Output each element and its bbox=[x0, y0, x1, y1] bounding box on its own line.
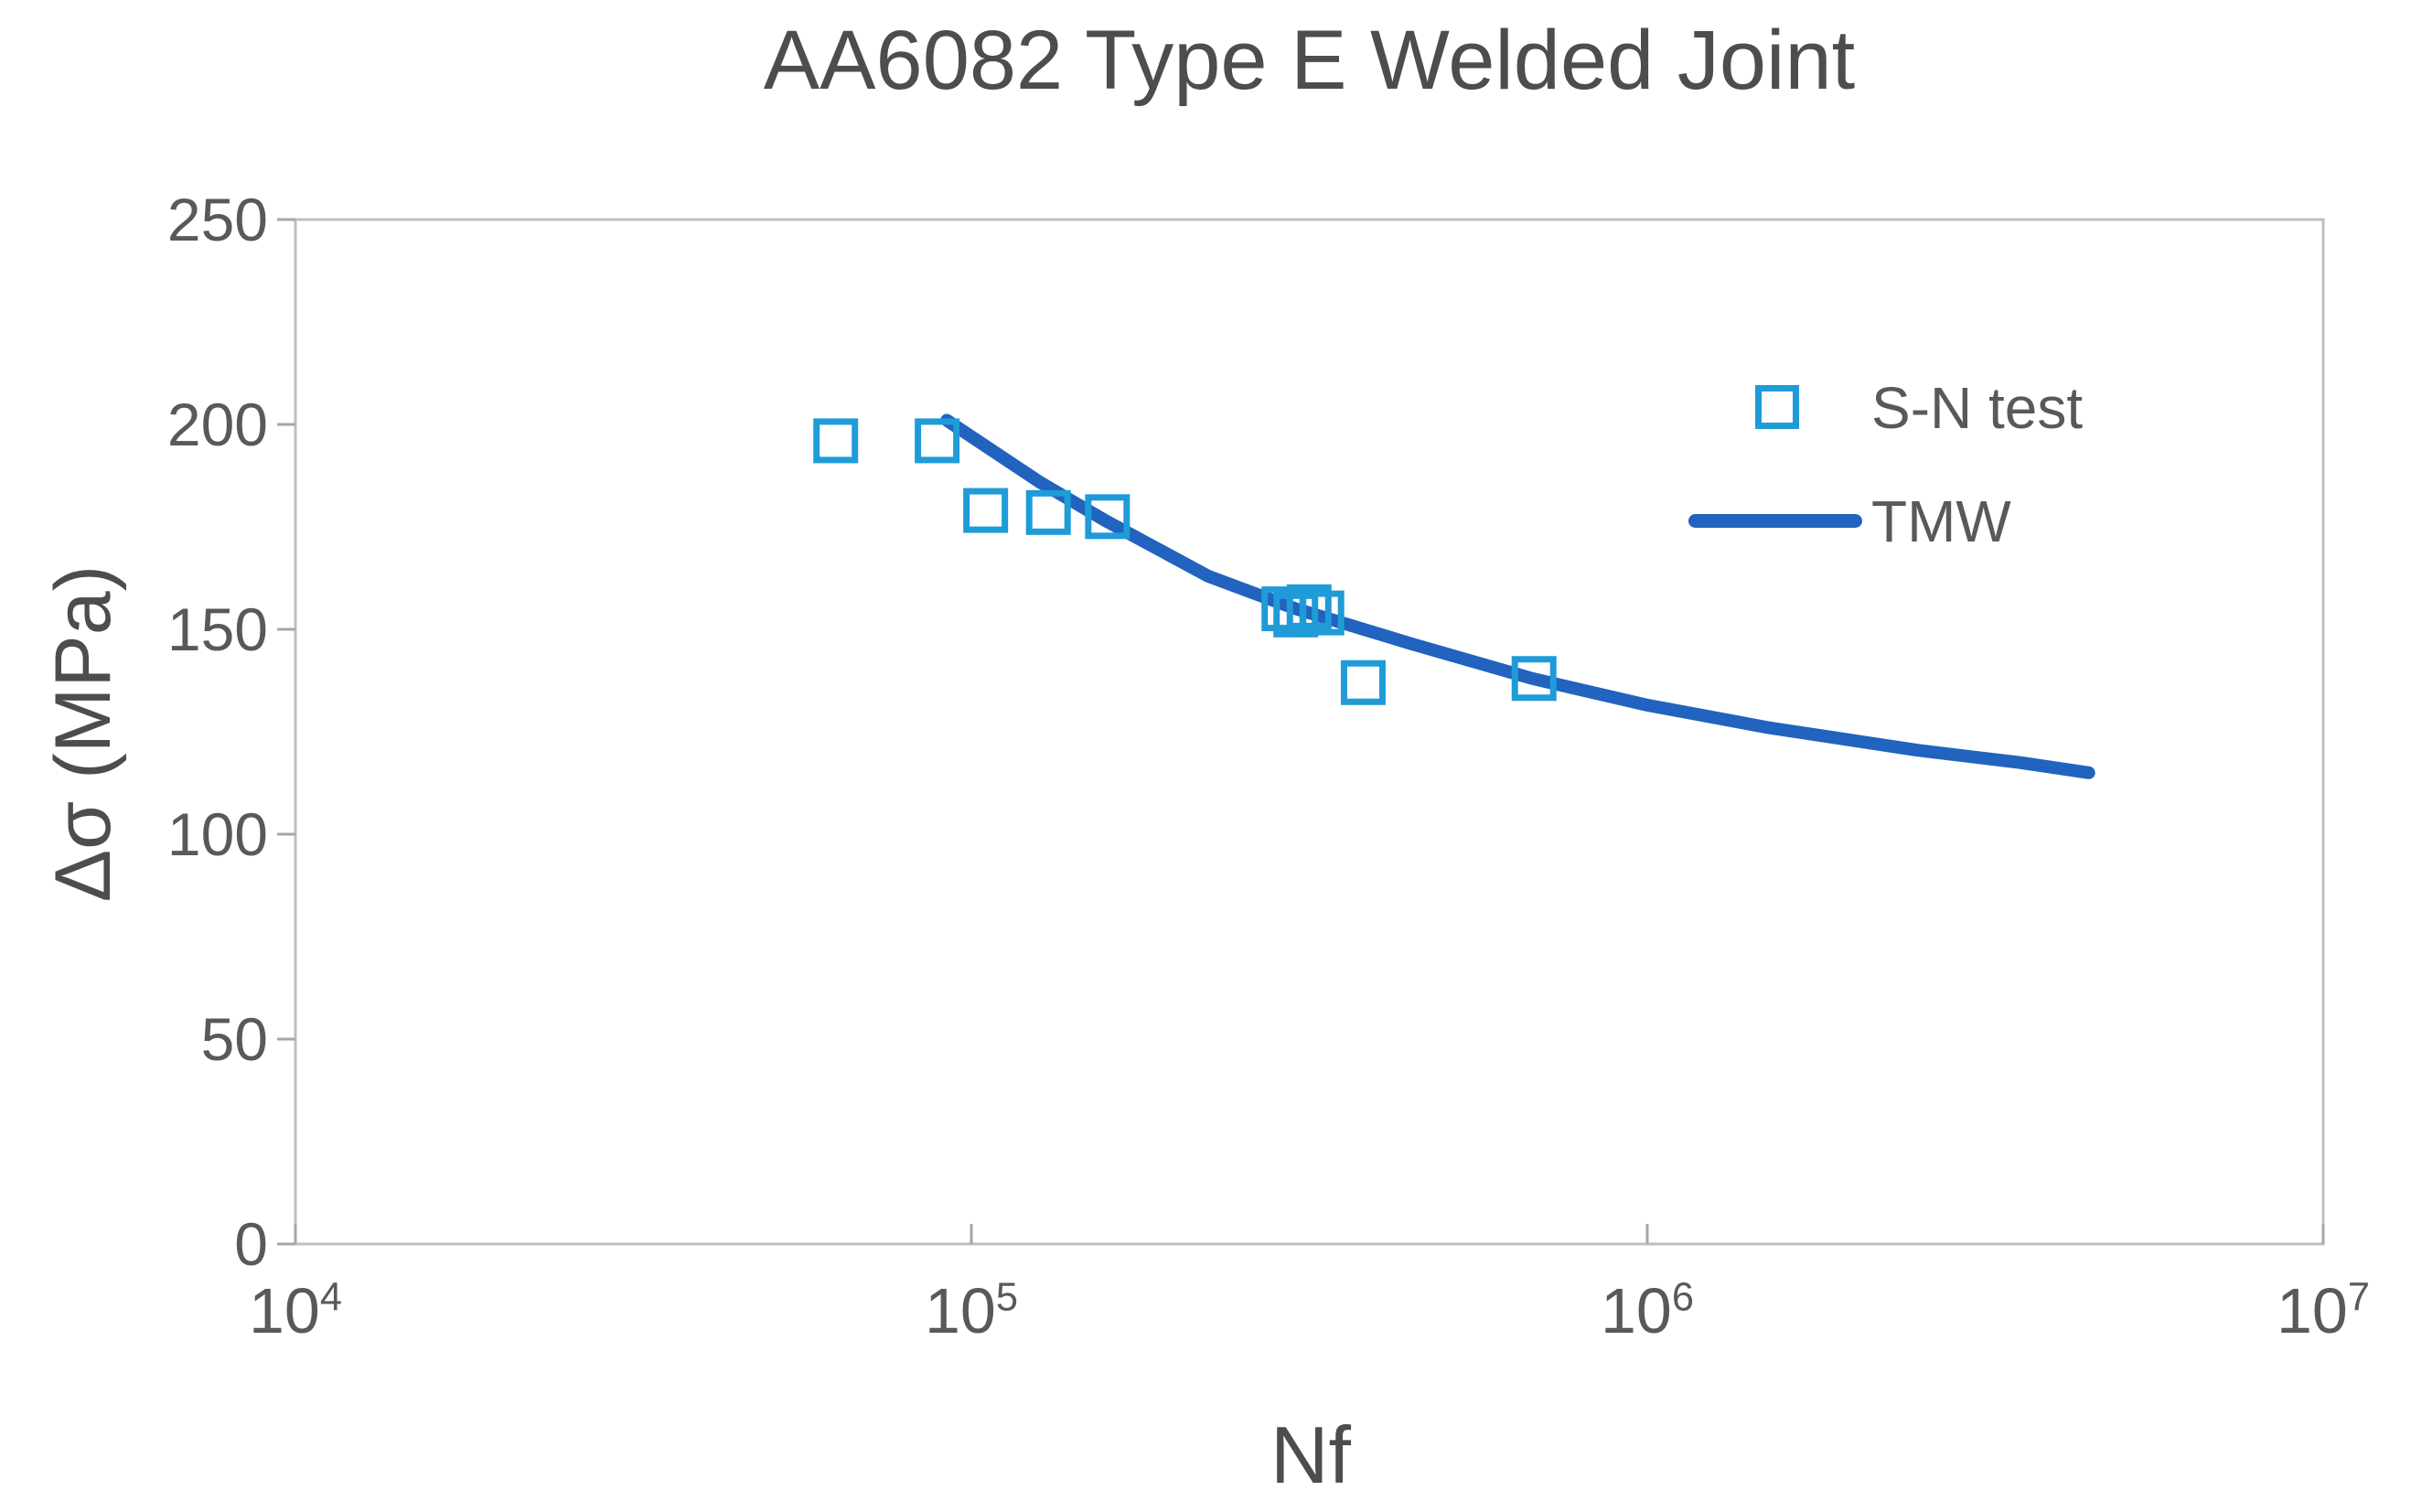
x-tick-label: 104 bbox=[248, 1275, 342, 1346]
legend-open-square-icon bbox=[1755, 385, 1799, 429]
y-tick-label: 50 bbox=[200, 1005, 268, 1073]
sn-test-marker bbox=[963, 488, 1009, 533]
sn-test-marker bbox=[915, 418, 960, 464]
sn-test-marker bbox=[1340, 659, 1386, 705]
y-tick-label: 200 bbox=[166, 391, 268, 458]
sn-test-marker bbox=[1025, 489, 1071, 535]
y-tick-label: 150 bbox=[166, 595, 268, 663]
y-axis-title: Δσ (MPa) bbox=[39, 564, 127, 903]
sn-test-marker bbox=[813, 418, 859, 464]
legend-label-tmw: TMW bbox=[1871, 488, 2011, 554]
x-axis-title: Nf bbox=[1270, 1410, 1351, 1500]
x-tick-label: 105 bbox=[924, 1275, 1018, 1346]
x-tick-label: 107 bbox=[2276, 1275, 2370, 1346]
chart-title: AA6082 Type E Welded Joint bbox=[763, 14, 1856, 107]
x-tick-label: 106 bbox=[1600, 1275, 1694, 1346]
y-tick-label: 0 bbox=[234, 1210, 268, 1278]
plot-frame bbox=[294, 218, 2325, 1246]
tmw-curve bbox=[940, 413, 2095, 779]
sn-test-marker bbox=[1085, 494, 1130, 540]
legend-line-icon bbox=[1688, 514, 1862, 528]
sn-test-marker bbox=[1299, 590, 1345, 636]
y-tick-label: 100 bbox=[166, 800, 268, 868]
sn-test-marker bbox=[1286, 584, 1332, 629]
y-tick-label: 250 bbox=[166, 186, 268, 253]
legend-label-sn-test: S-N test bbox=[1871, 375, 2084, 441]
sn-test-marker bbox=[1511, 656, 1557, 702]
sn-test-marker bbox=[1273, 592, 1319, 638]
